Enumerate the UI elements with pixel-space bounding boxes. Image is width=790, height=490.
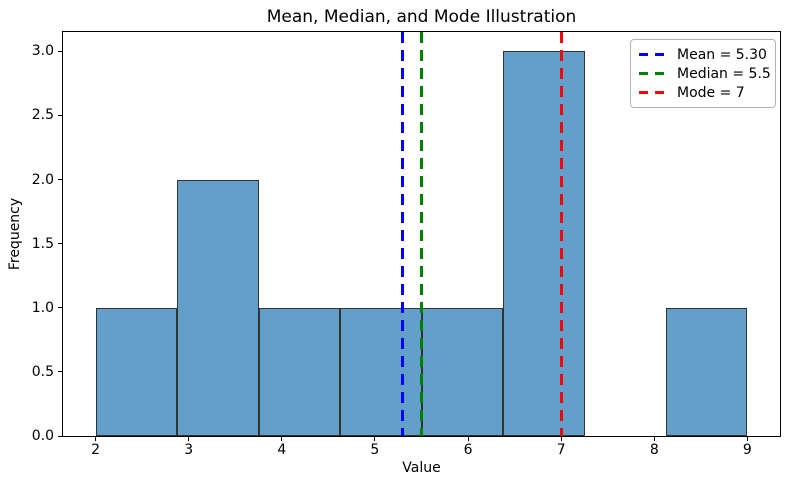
x-tick-label: 6 (463, 442, 473, 458)
chart-title: Mean, Median, and Mode Illustration (266, 7, 577, 27)
median-line (420, 32, 423, 436)
y-tick-label: 2.0 (31, 171, 54, 188)
x-tick-label: 7 (556, 442, 566, 458)
legend-label: Mean = 5.30 (677, 46, 767, 63)
legend-entry-mode: Mode = 7 (639, 83, 767, 102)
x-tick-mark (467, 437, 469, 441)
histogram-bar (258, 307, 340, 436)
x-tick-label: 4 (277, 442, 287, 458)
histogram-bar (503, 51, 585, 436)
plot-area: Mean = 5.30 Median = 5.5 Mode = 7 (62, 31, 781, 437)
y-tick-mark (58, 435, 62, 437)
mode-line (559, 32, 563, 436)
y-tick-mark (58, 371, 62, 373)
y-tick-label: 0.5 (31, 363, 54, 380)
legend-dashed-line-sample (639, 72, 664, 75)
histogram-bar (177, 179, 259, 436)
legend-entry-mean: Mean = 5.30 (639, 45, 767, 64)
legend: Mean = 5.30 Median = 5.5 Mode = 7 (630, 39, 776, 108)
y-tick-label: 0.0 (31, 428, 54, 444)
reference-lines-layer (63, 32, 780, 436)
legend-dashed-line-sample (639, 53, 664, 56)
y-tick-label: 3.0 (31, 43, 54, 60)
x-tick-label: 9 (742, 442, 752, 458)
legend-dashed-line-sample (639, 91, 664, 94)
x-tick-mark (281, 437, 283, 441)
x-axis-label: Value (402, 460, 441, 476)
y-tick-mark (58, 243, 62, 245)
bars-layer (63, 32, 780, 436)
mean-line (401, 32, 405, 436)
x-tick-label: 3 (184, 442, 194, 458)
x-tick-label: 2 (91, 442, 101, 458)
legend-label: Mode = 7 (677, 84, 745, 101)
x-tick-mark (653, 437, 655, 441)
histogram-bar (95, 307, 178, 436)
x-tick-mark (746, 437, 748, 441)
y-tick-label: 2.5 (31, 107, 54, 124)
x-tick-mark (560, 437, 562, 441)
histogram-bar (665, 307, 748, 436)
y-tick-label: 1.5 (31, 235, 54, 252)
x-tick-label: 8 (649, 442, 659, 458)
y-tick-label: 1.0 (31, 299, 54, 316)
x-tick-label: 5 (370, 442, 380, 458)
legend-label: Median = 5.5 (677, 65, 771, 82)
x-tick-mark (95, 437, 97, 441)
x-tick-mark (188, 437, 190, 441)
y-tick-mark (58, 307, 62, 309)
y-tick-mark (58, 179, 62, 180)
legend-entry-median: Median = 5.5 (639, 64, 771, 83)
y-tick-mark (58, 114, 62, 116)
x-tick-mark (374, 437, 376, 441)
y-tick-mark (58, 50, 62, 52)
